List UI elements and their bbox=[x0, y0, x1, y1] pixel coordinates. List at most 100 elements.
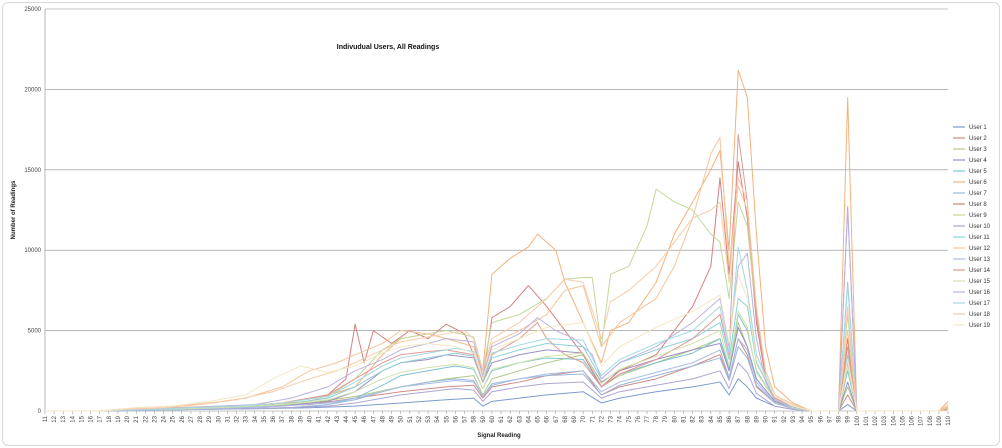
x-tick-label: 52 bbox=[417, 415, 423, 422]
legend-item: User 2 bbox=[953, 136, 987, 142]
x-tick-label: 63 bbox=[517, 415, 523, 422]
legend-label: User 19 bbox=[969, 323, 991, 329]
legend-label: User 13 bbox=[969, 257, 991, 263]
x-tick-label: 53 bbox=[426, 415, 432, 422]
x-tick-label: 46 bbox=[362, 415, 368, 422]
x-tick-label: 85 bbox=[718, 415, 724, 422]
x-tick-label: 21 bbox=[134, 415, 140, 422]
x-tick-label: 44 bbox=[344, 415, 350, 422]
x-tick-label: 98 bbox=[837, 415, 843, 422]
x-tick-label: 70 bbox=[581, 415, 587, 422]
x-tick-label: 58 bbox=[472, 415, 478, 422]
x-tick-label: 15 bbox=[79, 415, 85, 422]
legend-label: User 8 bbox=[969, 202, 987, 208]
y-tick-label: 10000 bbox=[24, 248, 41, 254]
legend-item: User 1 bbox=[953, 125, 987, 131]
legend-label: User 14 bbox=[969, 268, 991, 274]
series-line bbox=[45, 281, 948, 412]
x-tick-label: 83 bbox=[700, 415, 706, 422]
legend-label: User 4 bbox=[969, 158, 987, 164]
series-line bbox=[45, 338, 948, 412]
x-tick-label: 55 bbox=[444, 415, 450, 422]
series-line bbox=[45, 177, 949, 412]
series-line bbox=[45, 314, 948, 412]
legend-item: User 4 bbox=[953, 158, 987, 164]
chart-title: Indivudual Users, All Readings bbox=[337, 44, 440, 51]
x-tick-label: 106 bbox=[910, 415, 916, 426]
series-line bbox=[45, 69, 949, 412]
x-tick-label: 47 bbox=[371, 415, 377, 422]
legend-item: User 16 bbox=[953, 290, 991, 296]
legend-item: User 13 bbox=[953, 257, 991, 263]
series-lines bbox=[45, 69, 949, 412]
y-tick-label: 25000 bbox=[24, 7, 41, 13]
x-tick-label: 92 bbox=[782, 415, 788, 422]
x-tick-label: 103 bbox=[882, 415, 888, 426]
legend-item: User 3 bbox=[953, 147, 987, 153]
x-tick-label: 74 bbox=[618, 415, 624, 422]
legend: User 1 User 2 User 3 User 4 User 5 User 6 User… bbox=[953, 125, 991, 329]
x-tick-label: 68 bbox=[563, 415, 569, 422]
x-tick-label: 34 bbox=[253, 415, 259, 422]
legend-label: User 3 bbox=[969, 147, 987, 153]
series-line bbox=[45, 137, 949, 412]
x-tick-label: 66 bbox=[545, 415, 551, 422]
x-tick-label: 56 bbox=[453, 415, 459, 422]
x-tick-label: 11 bbox=[43, 415, 49, 422]
legend-label: User 6 bbox=[969, 180, 987, 186]
legend-item: User 7 bbox=[953, 191, 987, 197]
legend-item: User 9 bbox=[953, 213, 987, 219]
series-line bbox=[45, 338, 949, 412]
x-tick-label: 69 bbox=[572, 415, 578, 422]
x-tick-label: 57 bbox=[463, 415, 469, 422]
x-tick-label: 42 bbox=[326, 415, 332, 422]
x-tick-label: 64 bbox=[526, 415, 532, 422]
x-tick-label: 108 bbox=[928, 415, 934, 426]
legend-item: User 11 bbox=[953, 235, 990, 241]
x-tick-label: 30 bbox=[216, 415, 222, 422]
gridlines bbox=[45, 8, 948, 412]
x-tick-label: 50 bbox=[399, 415, 405, 422]
x-tick-label: 105 bbox=[900, 415, 906, 426]
legend-item: User 19 bbox=[953, 323, 991, 329]
legend-label: User 11 bbox=[969, 235, 990, 241]
x-tick-label: 37 bbox=[280, 415, 286, 422]
x-tick-label: 27 bbox=[189, 415, 195, 422]
series-line bbox=[45, 206, 948, 412]
x-axis-title: Signal Reading bbox=[477, 433, 521, 439]
x-tick-label: 76 bbox=[636, 415, 642, 422]
x-tick-label: 79 bbox=[663, 415, 669, 422]
legend-item: User 15 bbox=[953, 279, 991, 285]
legend-label: User 7 bbox=[969, 191, 987, 197]
x-tick-label: 22 bbox=[143, 415, 149, 422]
x-tick-label: 43 bbox=[335, 415, 341, 422]
x-tick-label: 72 bbox=[599, 415, 605, 422]
y-tick-label: 15000 bbox=[24, 168, 41, 174]
x-tick-label: 38 bbox=[289, 415, 295, 422]
x-tick-label: 101 bbox=[864, 415, 870, 426]
y-tick-label: 20000 bbox=[24, 87, 41, 93]
x-tick-label: 26 bbox=[180, 415, 186, 422]
legend-item: User 17 bbox=[953, 301, 991, 307]
x-tick-label: 18 bbox=[107, 415, 113, 422]
legend-item: User 12 bbox=[953, 246, 991, 252]
x-tick-label: 59 bbox=[481, 415, 487, 422]
x-tick-label: 94 bbox=[800, 415, 806, 422]
x-tick-label: 104 bbox=[891, 415, 897, 426]
x-tick-label: 17 bbox=[98, 415, 104, 422]
x-tick-label: 19 bbox=[116, 415, 122, 422]
x-tick-label: 45 bbox=[353, 415, 359, 422]
x-tick-label: 91 bbox=[773, 415, 779, 422]
x-tick-label: 13 bbox=[61, 415, 67, 422]
legend-label: User 2 bbox=[969, 136, 987, 142]
series-line bbox=[45, 209, 948, 412]
legend-label: User 16 bbox=[969, 290, 991, 296]
x-tick-label: 24 bbox=[162, 415, 168, 422]
x-tick-label: 33 bbox=[244, 415, 250, 422]
x-tick-label: 39 bbox=[298, 415, 304, 422]
x-tick-label: 110 bbox=[946, 415, 952, 425]
x-tick-label: 109 bbox=[937, 415, 943, 426]
x-tick-label: 61 bbox=[499, 415, 505, 422]
x-tick-label: 49 bbox=[390, 415, 396, 422]
